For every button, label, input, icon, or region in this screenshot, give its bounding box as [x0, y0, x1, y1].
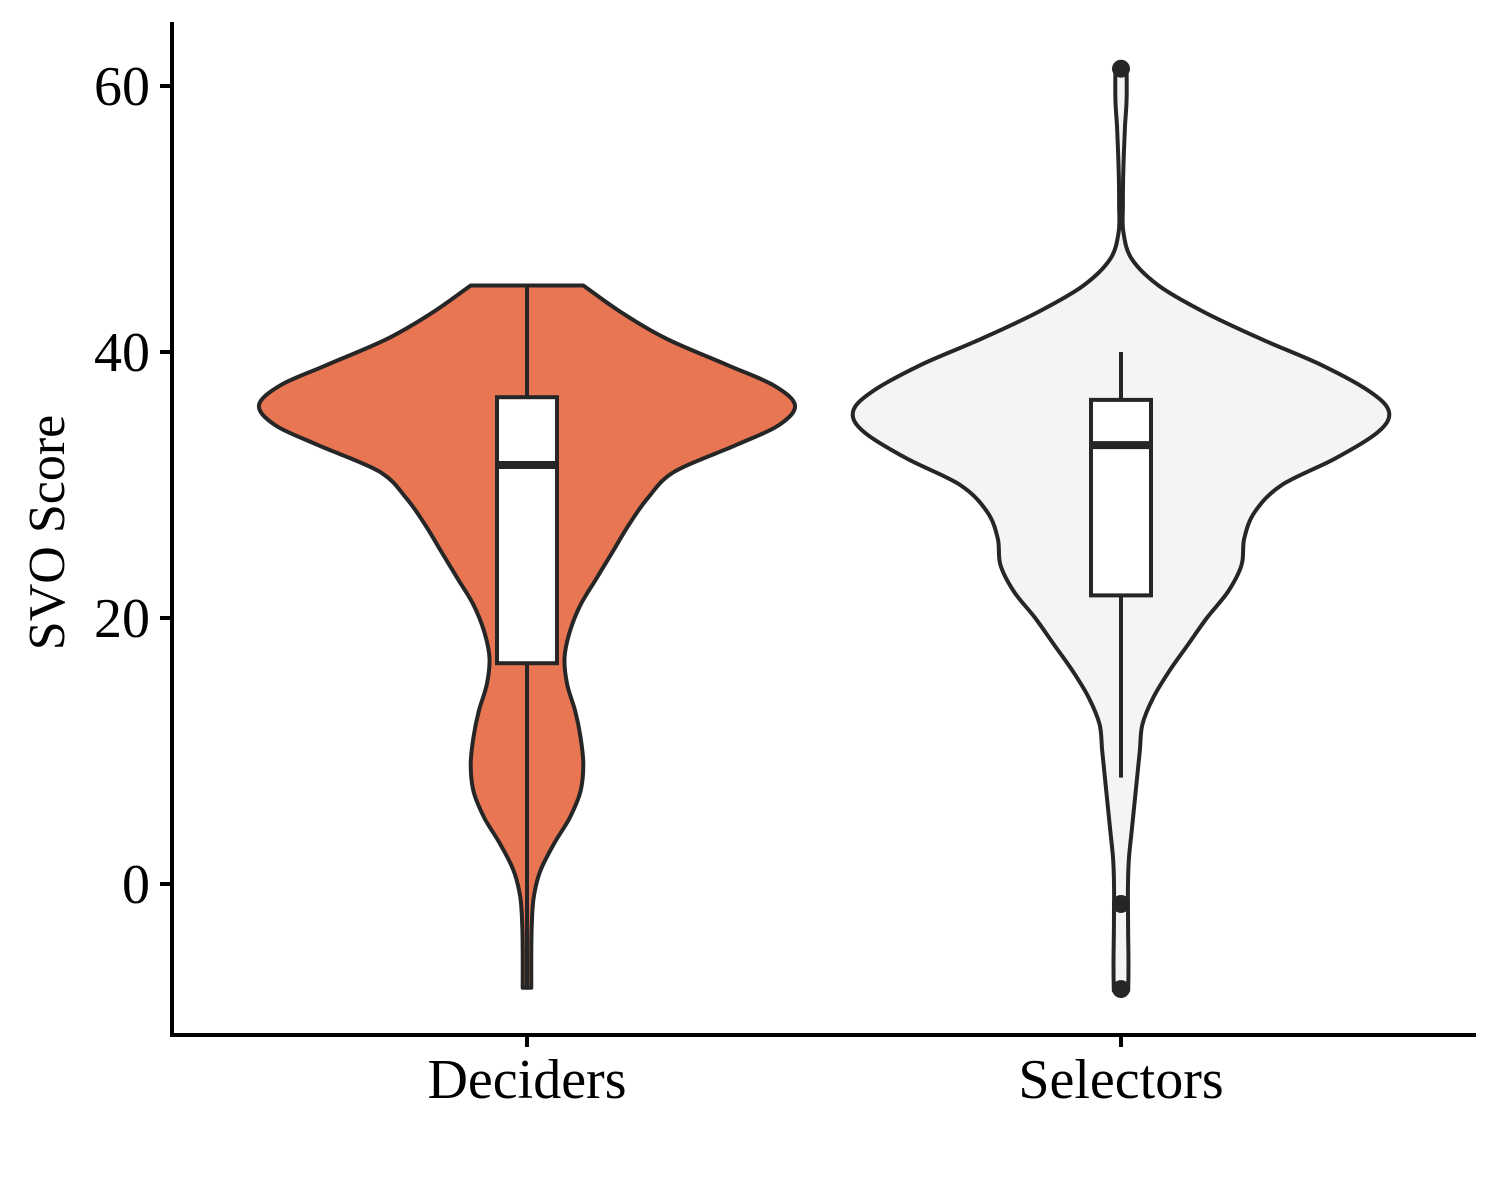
x-tick-label-deciders: Deciders — [427, 1049, 626, 1111]
violin-group-deciders — [256, 283, 798, 990]
iqr-box — [1089, 397, 1153, 598]
y-tick-label: 0 — [122, 854, 150, 916]
outlier-point — [1112, 894, 1130, 913]
violin-group-selectors — [850, 59, 1392, 999]
axes-layer: 0 20 40 60 Deciders Selectors — [94, 22, 1476, 1111]
iqr-box — [495, 395, 559, 666]
violins-layer — [256, 59, 1392, 999]
x-tick-label-selectors: Selectors — [1018, 1049, 1223, 1111]
y-tick-label: 60 — [94, 56, 150, 118]
y-tick-label: 20 — [94, 588, 150, 650]
y-axis-label: SVO Score — [19, 415, 76, 650]
outlier-point — [1112, 59, 1130, 78]
outlier-point — [1112, 980, 1130, 999]
y-tick-label: 40 — [94, 322, 150, 384]
